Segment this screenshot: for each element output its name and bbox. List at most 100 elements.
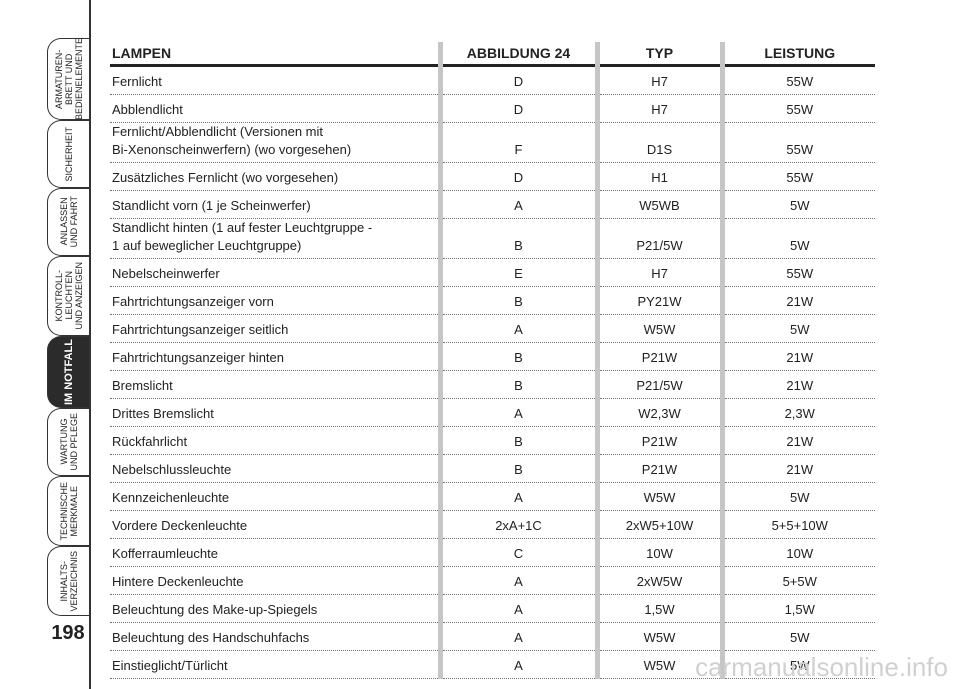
table-cell: W5WB (594, 190, 722, 219)
nav-tab: ANLASSEN UND FAHRT (47, 188, 89, 256)
table-cell: 5W (719, 190, 875, 219)
table-cell: A (437, 398, 597, 427)
table-row: Beleuchtung des Make-up-Spiegels A 1,5W 1,5… (110, 594, 875, 623)
spine-line (89, 0, 91, 689)
table-cell: 2xW5+10W (594, 510, 722, 539)
table-cell: H7 (594, 94, 722, 123)
table-cell: B (437, 286, 597, 315)
watermark: carmanualsonline.info (695, 652, 948, 682)
table-cell: 2xA+1C (437, 510, 597, 539)
table-row: Vordere Deckenleuchte 2xA+1C 2xW5+10W 5+5+1… (110, 510, 875, 539)
header-row: LAMPEN ABBILDUNG 24 TYP LEISTUNG (110, 42, 875, 67)
table-cell: D (437, 162, 597, 191)
table-row: Rückfahrlicht B P21W 21W (110, 426, 875, 455)
table-cell: 10W (594, 538, 722, 567)
table-cell: H7 (594, 65, 722, 95)
table-cell: C (437, 538, 597, 567)
table-cell: W5W (594, 314, 722, 343)
table-cell: H1 (594, 162, 722, 191)
column-header: LAMPEN (110, 42, 440, 67)
table-cell: 5W (719, 482, 875, 511)
table-cell: B (437, 218, 597, 259)
table-cell: Rückfahrlicht (110, 426, 440, 455)
table-cell: W2,3W (594, 398, 722, 427)
table-cell: A (437, 594, 597, 623)
table-cell: Standlicht hinten (1 auf fester Leuchtgr… (110, 218, 440, 259)
table-cell: D (437, 65, 597, 95)
table-cell: A (437, 314, 597, 343)
table-cell: 5+5W (719, 566, 875, 595)
table-row: Beleuchtung des Handschuhfachs A W5W 5W (110, 622, 875, 651)
column-header: TYP (594, 42, 722, 67)
table-row: Fahrtrichtungsanzeiger hinten B P21W 21W (110, 342, 875, 371)
table-row: Einstieglicht/Türlicht A W5W 5W (110, 650, 875, 679)
table-cell: B (437, 342, 597, 371)
tab-label: WARTUNG UND PFLEGE (58, 413, 79, 471)
table-cell: Fahrtrichtungsanzeiger seitlich (110, 314, 440, 343)
table-row: Kennzeichenleuchte A W5W 5W (110, 482, 875, 511)
table-row: Hintere Deckenleuchte A 2xW5W 5+5W (110, 566, 875, 595)
table-cell: Zusätzliches Fernlicht (wo vorgesehen) (110, 162, 440, 191)
table-row: Standlicht vorn (1 je Scheinwerfer) A W5WB… (110, 190, 875, 219)
table-cell: Hintere Deckenleuchte (110, 566, 440, 595)
table-cell: 2,3W (719, 398, 875, 427)
nav-tab: SICHERHEIT (47, 120, 89, 188)
nav-tab: IM NOTFALL (47, 336, 89, 408)
table-row: Nebelscheinwerfer E H7 55W (110, 258, 875, 287)
table-cell: W5W (594, 622, 722, 651)
table-cell: 21W (719, 286, 875, 315)
table-cell: Fernlicht (110, 65, 440, 95)
table-cell: B (437, 454, 597, 483)
table-cell: Fahrtrichtungsanzeiger hinten (110, 342, 440, 371)
tab-label: KONTROLL- LEUCHTEN UND ANZEIGEN (53, 262, 84, 330)
table-cell: B (437, 426, 597, 455)
table-cell: 5W (719, 314, 875, 343)
table-cell: 55W (719, 258, 875, 287)
table-cell: P21W (594, 426, 722, 455)
table-cell: H7 (594, 258, 722, 287)
nav-tab: ARMATUREN- BRETT UND BEDIENELEMENTE (47, 38, 89, 120)
table-cell: A (437, 566, 597, 595)
table-cell: 1,5W (719, 594, 875, 623)
table-row: Fahrtrichtungsanzeiger seitlich A W5W 5W (110, 314, 875, 343)
tab-label: ANLASSEN UND FAHRT (58, 196, 79, 248)
lamp-table: LAMPEN ABBILDUNG 24 TYP LEISTUNG Fernlicht D… (110, 42, 875, 679)
table-cell: Nebelschlussleuchte (110, 454, 440, 483)
table-cell: Kennzeichenleuchte (110, 482, 440, 511)
table-row: Nebelschlussleuchte B P21W 21W (110, 454, 875, 483)
table-cell: A (437, 622, 597, 651)
table-cell: 5W (719, 622, 875, 651)
table-cell: 5+5+10W (719, 510, 875, 539)
table-cell: P21/5W (594, 370, 722, 399)
nav-tab: INHALTS- VERZEICHNIS (47, 546, 89, 616)
tab-label: TECHNISCHE MERKMALE (58, 481, 79, 541)
table-row: Fahrtrichtungsanzeiger vorn B PY21W 21W (110, 286, 875, 315)
table-cell: 21W (719, 454, 875, 483)
table-cell: 5W (719, 218, 875, 259)
nav-tab: WARTUNG UND PFLEGE (47, 408, 89, 476)
table-cell: A (437, 482, 597, 511)
nav-tab: KONTROLL- LEUCHTEN UND ANZEIGEN (47, 256, 89, 336)
table-row: Standlicht hinten (1 auf fester Leuchtgr… (110, 218, 875, 259)
table-cell: B (437, 370, 597, 399)
table-row: Zusätzliches Fernlicht (wo vorgesehen) D H… (110, 162, 875, 191)
table-cell: D (437, 94, 597, 123)
table-cell: Beleuchtung des Handschuhfachs (110, 622, 440, 651)
table-cell: 10W (719, 538, 875, 567)
table-cell: W5W (594, 482, 722, 511)
table-cell: 1,5W (594, 594, 722, 623)
table-cell: Beleuchtung des Make-up-Spiegels (110, 594, 440, 623)
table-cell: P21/5W (594, 218, 722, 259)
tab-label: IM NOTFALL (62, 339, 75, 405)
table-cell: Einstieglicht/Türlicht (110, 650, 440, 679)
table-cell: 55W (719, 162, 875, 191)
tab-label: SICHERHEIT (63, 126, 74, 182)
table-cell: Drittes Bremslicht (110, 398, 440, 427)
table-cell: 55W (719, 122, 875, 163)
table-cell: E (437, 258, 597, 287)
table-row: Bremslicht B P21/5W 21W (110, 370, 875, 399)
column-header: ABBILDUNG 24 (437, 42, 597, 67)
table-cell: D1S (594, 122, 722, 163)
tab-label: ARMATUREN- BRETT UND BEDIENELEMENTE (53, 37, 84, 121)
tab-label: INHALTS- VERZEICHNIS (58, 550, 79, 612)
